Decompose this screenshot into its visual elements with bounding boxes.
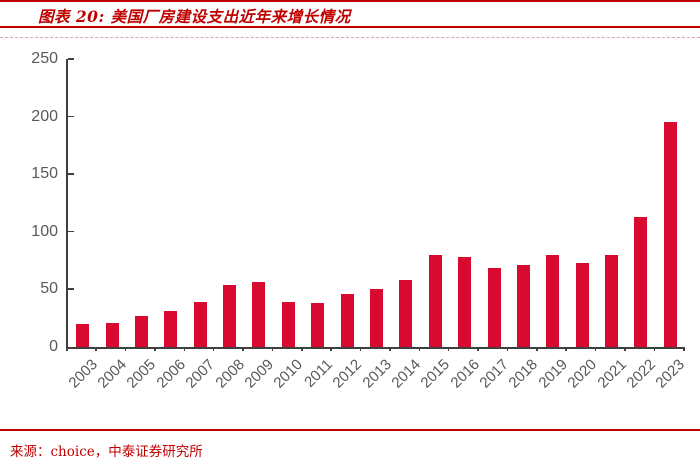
bar-2011 bbox=[311, 303, 325, 347]
y-tick-label: 150 bbox=[31, 165, 58, 183]
x-tick bbox=[418, 347, 421, 351]
bar-2003 bbox=[76, 323, 90, 347]
bar-2015 bbox=[428, 254, 442, 347]
y-tick bbox=[68, 288, 74, 290]
plot-area bbox=[66, 59, 685, 349]
bar-2006 bbox=[164, 311, 178, 347]
y-tick bbox=[68, 173, 74, 175]
x-tick bbox=[359, 347, 362, 351]
top-border-line bbox=[0, 0, 700, 2]
bar-2016 bbox=[458, 257, 472, 347]
bar-2013 bbox=[370, 289, 383, 347]
bar-2012 bbox=[340, 294, 354, 347]
bar-2020 bbox=[575, 262, 589, 347]
x-tick bbox=[95, 347, 97, 351]
bar-2017 bbox=[487, 267, 501, 347]
x-tick bbox=[565, 347, 567, 351]
bar-2010 bbox=[281, 302, 295, 347]
y-tick-label: 100 bbox=[31, 222, 58, 240]
x-tick bbox=[683, 347, 685, 351]
bar-2019 bbox=[546, 254, 560, 347]
x-tick bbox=[624, 347, 626, 351]
x-tick bbox=[447, 347, 450, 351]
source-note: 来源：choice，中泰证券研究所 bbox=[10, 444, 203, 460]
x-tick bbox=[594, 347, 597, 351]
bottom-border-line bbox=[0, 429, 700, 431]
x-tick bbox=[124, 347, 127, 351]
figure-title: 图表 20: 美国厂房建设支出近年来增长情况 bbox=[38, 7, 351, 26]
x-tick bbox=[536, 347, 538, 351]
bar-2008 bbox=[223, 284, 237, 347]
y-tick-label: 250 bbox=[31, 50, 58, 67]
y-tick-label: 200 bbox=[31, 107, 58, 125]
x-tick bbox=[477, 347, 479, 351]
bar-2005 bbox=[134, 315, 148, 347]
bar-2022 bbox=[634, 216, 648, 347]
bar-2023 bbox=[663, 122, 677, 347]
x-tick bbox=[242, 347, 244, 351]
bar-2004 bbox=[105, 322, 119, 347]
bar-2018 bbox=[516, 265, 530, 347]
x-tick bbox=[301, 347, 303, 351]
y-tick bbox=[68, 58, 74, 60]
dashed-divider bbox=[0, 37, 700, 38]
bar-chart: 0 50 100 150 200 250 2003 2004 2005 2006 2007 2008 2… bbox=[31, 50, 688, 392]
y-tick-label: 0 bbox=[49, 338, 58, 355]
x-tick bbox=[154, 347, 156, 351]
x-tick bbox=[330, 347, 332, 351]
x-tick bbox=[66, 347, 68, 351]
x-tick bbox=[506, 347, 509, 351]
y-tick bbox=[68, 230, 74, 233]
bar-2007 bbox=[193, 302, 207, 347]
title-underline bbox=[0, 26, 700, 28]
y-tick-label: 50 bbox=[40, 280, 58, 298]
bar-2009 bbox=[252, 282, 266, 347]
y-tick bbox=[68, 115, 74, 118]
x-tick bbox=[271, 347, 274, 351]
x-tick bbox=[212, 347, 215, 351]
x-tick bbox=[183, 347, 186, 351]
x-tick bbox=[389, 347, 391, 351]
bar-2014 bbox=[399, 280, 413, 347]
x-tick bbox=[653, 347, 656, 351]
bar-2021 bbox=[605, 254, 619, 347]
